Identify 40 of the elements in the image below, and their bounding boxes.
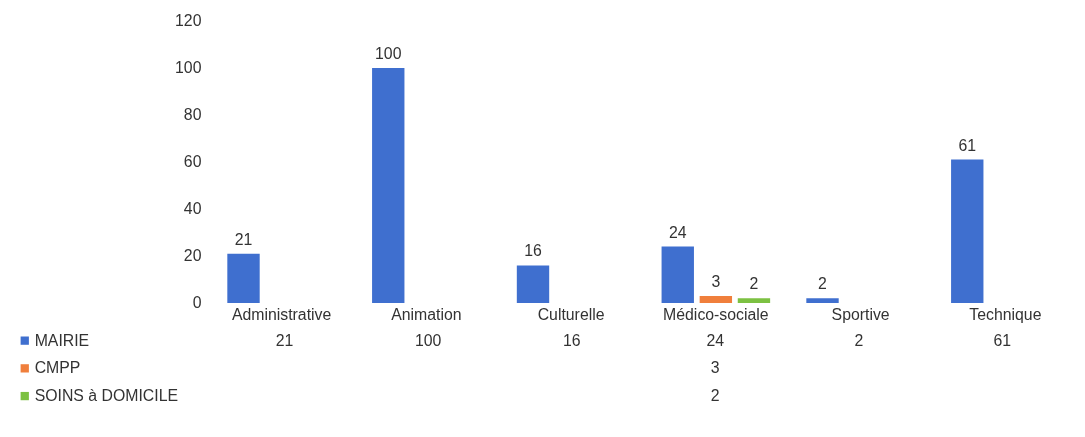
data-label: 61 bbox=[993, 331, 1012, 349]
y-tick-label: 60 bbox=[183, 153, 202, 171]
data-label: 24 bbox=[706, 331, 725, 349]
x-tick-label: Sportive bbox=[831, 306, 890, 324]
bar bbox=[227, 253, 260, 304]
x-tick-label: Administrative bbox=[231, 306, 332, 324]
data-label: 2 bbox=[749, 275, 759, 293]
annotation: 61 bbox=[958, 136, 977, 154]
data-label: 100 bbox=[414, 331, 442, 349]
bar bbox=[661, 246, 694, 304]
bar bbox=[806, 298, 839, 304]
y-tick-label: 20 bbox=[183, 247, 202, 265]
data-label: 2 bbox=[854, 331, 864, 349]
bar bbox=[516, 265, 550, 304]
annotation: 100 bbox=[375, 45, 402, 62]
annotation: 16 bbox=[524, 242, 543, 260]
data-label: 16 bbox=[562, 331, 581, 349]
text: 2 bbox=[710, 387, 720, 405]
x-tick-label: Culturelle bbox=[537, 306, 605, 324]
data-label: 3 bbox=[711, 273, 721, 291]
y-tick-label: 100 bbox=[175, 59, 202, 77]
y-tick-label: 80 bbox=[183, 106, 202, 124]
y-tick-label: 40 bbox=[183, 200, 202, 218]
bar bbox=[699, 295, 733, 304]
annotation: 21 bbox=[234, 230, 253, 248]
legend-label: CMPP bbox=[34, 359, 81, 377]
y-tick-label: 120 bbox=[175, 12, 202, 30]
y-tick-label: 0 bbox=[192, 294, 202, 312]
bar bbox=[951, 159, 984, 304]
annotation: 2 bbox=[818, 275, 827, 293]
bar bbox=[372, 67, 405, 304]
bar bbox=[737, 298, 771, 304]
text: 3 bbox=[710, 359, 720, 377]
legend-label: MAIRIE bbox=[34, 331, 90, 349]
x-tick-label: Technique bbox=[969, 306, 1042, 324]
x-tick-label: Animation bbox=[391, 306, 462, 324]
legend-label: SOINS à DOMICILE bbox=[34, 387, 179, 405]
data-label: 21 bbox=[275, 331, 294, 349]
x-tick-label: Médico-sociale bbox=[663, 306, 769, 324]
annotation: 24 bbox=[668, 223, 687, 241]
